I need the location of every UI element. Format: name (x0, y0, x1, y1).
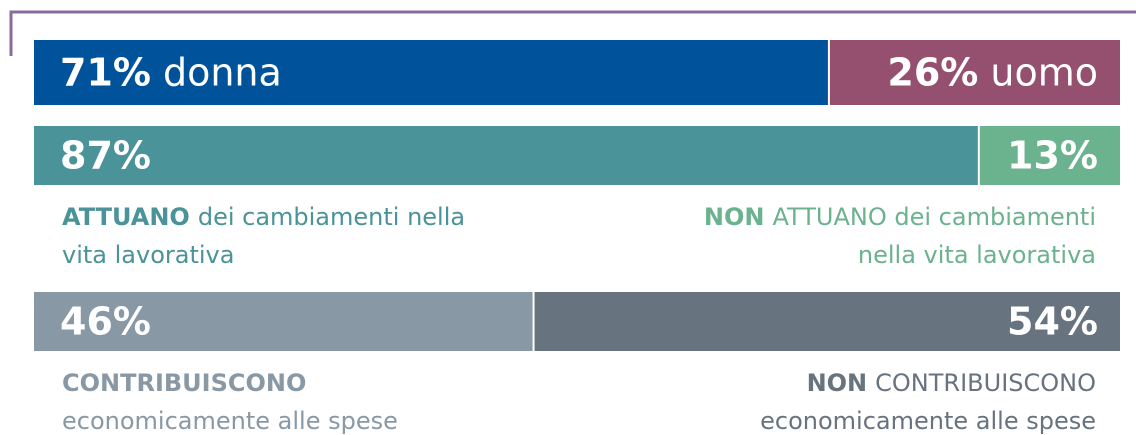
caption: vita lavorativa (62, 241, 234, 269)
bar-segment (34, 40, 828, 105)
bar-segment (34, 292, 533, 351)
caption: NON ATTUANO dei cambiamenti (704, 203, 1096, 231)
series-name: uomo (990, 50, 1098, 94)
caption-text: economicamente alle spese (760, 407, 1096, 435)
value-label: 26% (887, 50, 978, 94)
bar-label: 26% uomo (887, 50, 1098, 94)
caption-text: CONTRIBUISCONO (875, 369, 1096, 397)
caption-strong: CONTRIBUISCONO (62, 369, 306, 397)
bar-label: 54% (1007, 299, 1098, 343)
caption: economicamente alle spese (62, 407, 398, 435)
caption: ATTUANO dei cambiamenti nella (62, 203, 465, 231)
bar-label: 46% (60, 299, 151, 343)
caption-text: economicamente alle spese (62, 407, 398, 435)
caption: nella vita lavorativa (858, 241, 1096, 269)
frame-decoration (9, 10, 1136, 56)
value-label: 71% (60, 50, 151, 94)
bar-segment (829, 40, 1120, 105)
caption-text: dei cambiamenti nella (198, 203, 465, 231)
caption-strong: NON (704, 203, 765, 231)
caption-strong: NON (807, 369, 868, 397)
value-label: 54% (1007, 299, 1098, 343)
caption-text: nella vita lavorativa (858, 241, 1096, 269)
series-name: donna (163, 50, 282, 94)
caption-text: ATTUANO dei cambiamenti (772, 203, 1096, 231)
caption: economicamente alle spese (760, 407, 1096, 435)
bar-segment (34, 126, 978, 185)
caption-strong: ATTUANO (62, 203, 190, 231)
bar-segment (979, 126, 1120, 185)
caption: CONTRIBUISCONO (62, 369, 306, 397)
bar-label: 71% donna (60, 50, 282, 94)
value-label: 13% (1007, 133, 1098, 177)
value-label: 46% (60, 299, 151, 343)
caption-text: vita lavorativa (62, 241, 234, 269)
bar-label: 87% (60, 133, 151, 177)
bar-segment (534, 292, 1120, 351)
bar-label: 13% (1007, 133, 1098, 177)
value-label: 87% (60, 133, 151, 177)
caption: NON CONTRIBUISCONO (807, 369, 1096, 397)
